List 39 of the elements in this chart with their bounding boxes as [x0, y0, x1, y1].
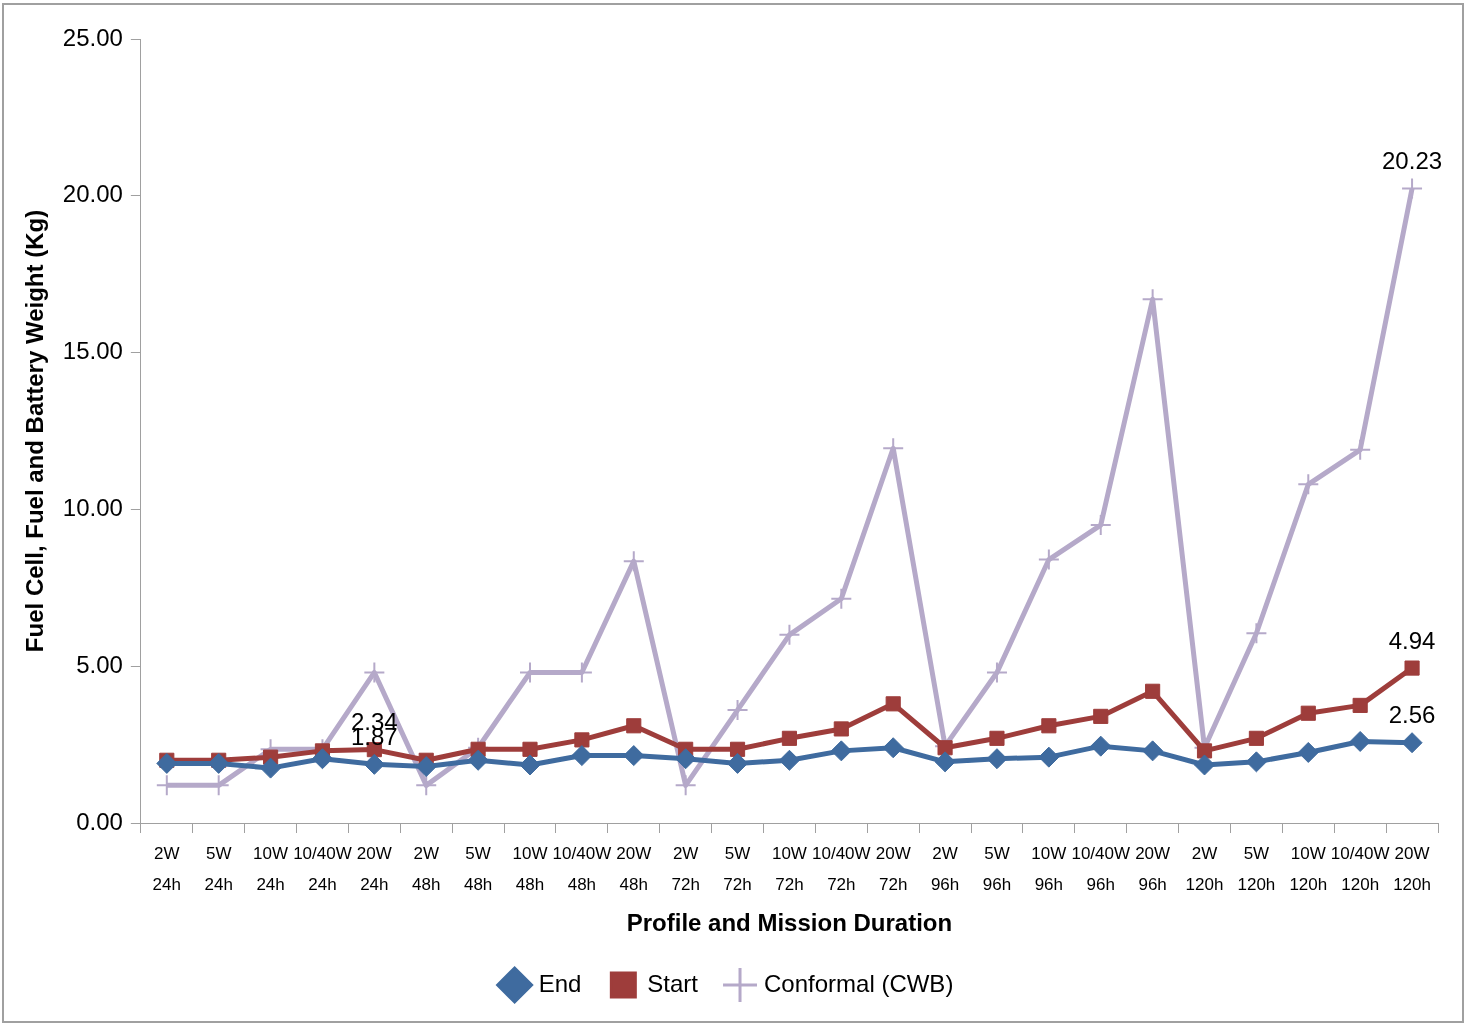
x-tick-label: 20W 96h [1135, 843, 1171, 894]
x-tick-label: 20W 120h [1393, 843, 1431, 894]
x-tick-label: 5W 120h [1237, 843, 1276, 894]
y-tick-label: 0.00 [76, 807, 123, 835]
x-tick-label: 2W 24h [152, 843, 181, 894]
legend-label: Start [647, 969, 699, 997]
legend-label: Conformal (CWB) [764, 969, 954, 997]
x-tick-label: 2W 96h [930, 843, 960, 894]
data-label: 2.56 [1388, 701, 1436, 729]
x-tick-label: 20W 24h [356, 843, 392, 894]
x-tick-label: 10/40W 24h [293, 843, 352, 894]
x-tick-label: 5W 72h [723, 843, 752, 894]
x-tick-label: 5W 24h [204, 843, 233, 894]
x-tick-label: 20W 48h [616, 843, 652, 894]
x-tick-label: 5W 48h [463, 843, 493, 894]
y-tick-label: 25.00 [62, 23, 123, 51]
x-tick-label: 10/40W 48h [552, 843, 612, 894]
y-tick-label: 20.00 [62, 180, 123, 208]
x-tick-label: 10/40W 96h [1071, 843, 1131, 894]
data-label: 4.94 [1388, 626, 1436, 654]
y-tick-label: 5.00 [76, 650, 123, 678]
x-tick-label: 2W 120h [1185, 843, 1224, 894]
x-tick-label: 10W 48h [512, 843, 548, 894]
y-tick-label: 10.00 [62, 494, 123, 522]
x-tick-label: 10W 72h [771, 843, 807, 894]
x-tick-label: 5W 96h [982, 843, 1012, 894]
x-tick-label: 10/40W 72h [812, 843, 871, 894]
x-tick-label: 20W 72h [875, 843, 911, 894]
x-tick-label: 10W 120h [1289, 843, 1328, 894]
x-tick-label: 10W 24h [253, 843, 289, 894]
x-axis-title: Profile and Mission Duration [626, 909, 953, 937]
x-tick-label: 2W 48h [412, 843, 441, 894]
y-axis-title: Fuel Cell, Fuel and Battery Weight (Kg) [21, 209, 49, 653]
x-tick-label: 10W 96h [1031, 843, 1067, 894]
y-tick-label: 15.00 [62, 337, 123, 365]
x-tick-label: 10/40W 120h [1330, 843, 1390, 894]
data-label: 20.23 [1382, 147, 1443, 175]
legend-label: End [538, 969, 582, 997]
x-tick-label: 2W 72h [671, 843, 700, 894]
